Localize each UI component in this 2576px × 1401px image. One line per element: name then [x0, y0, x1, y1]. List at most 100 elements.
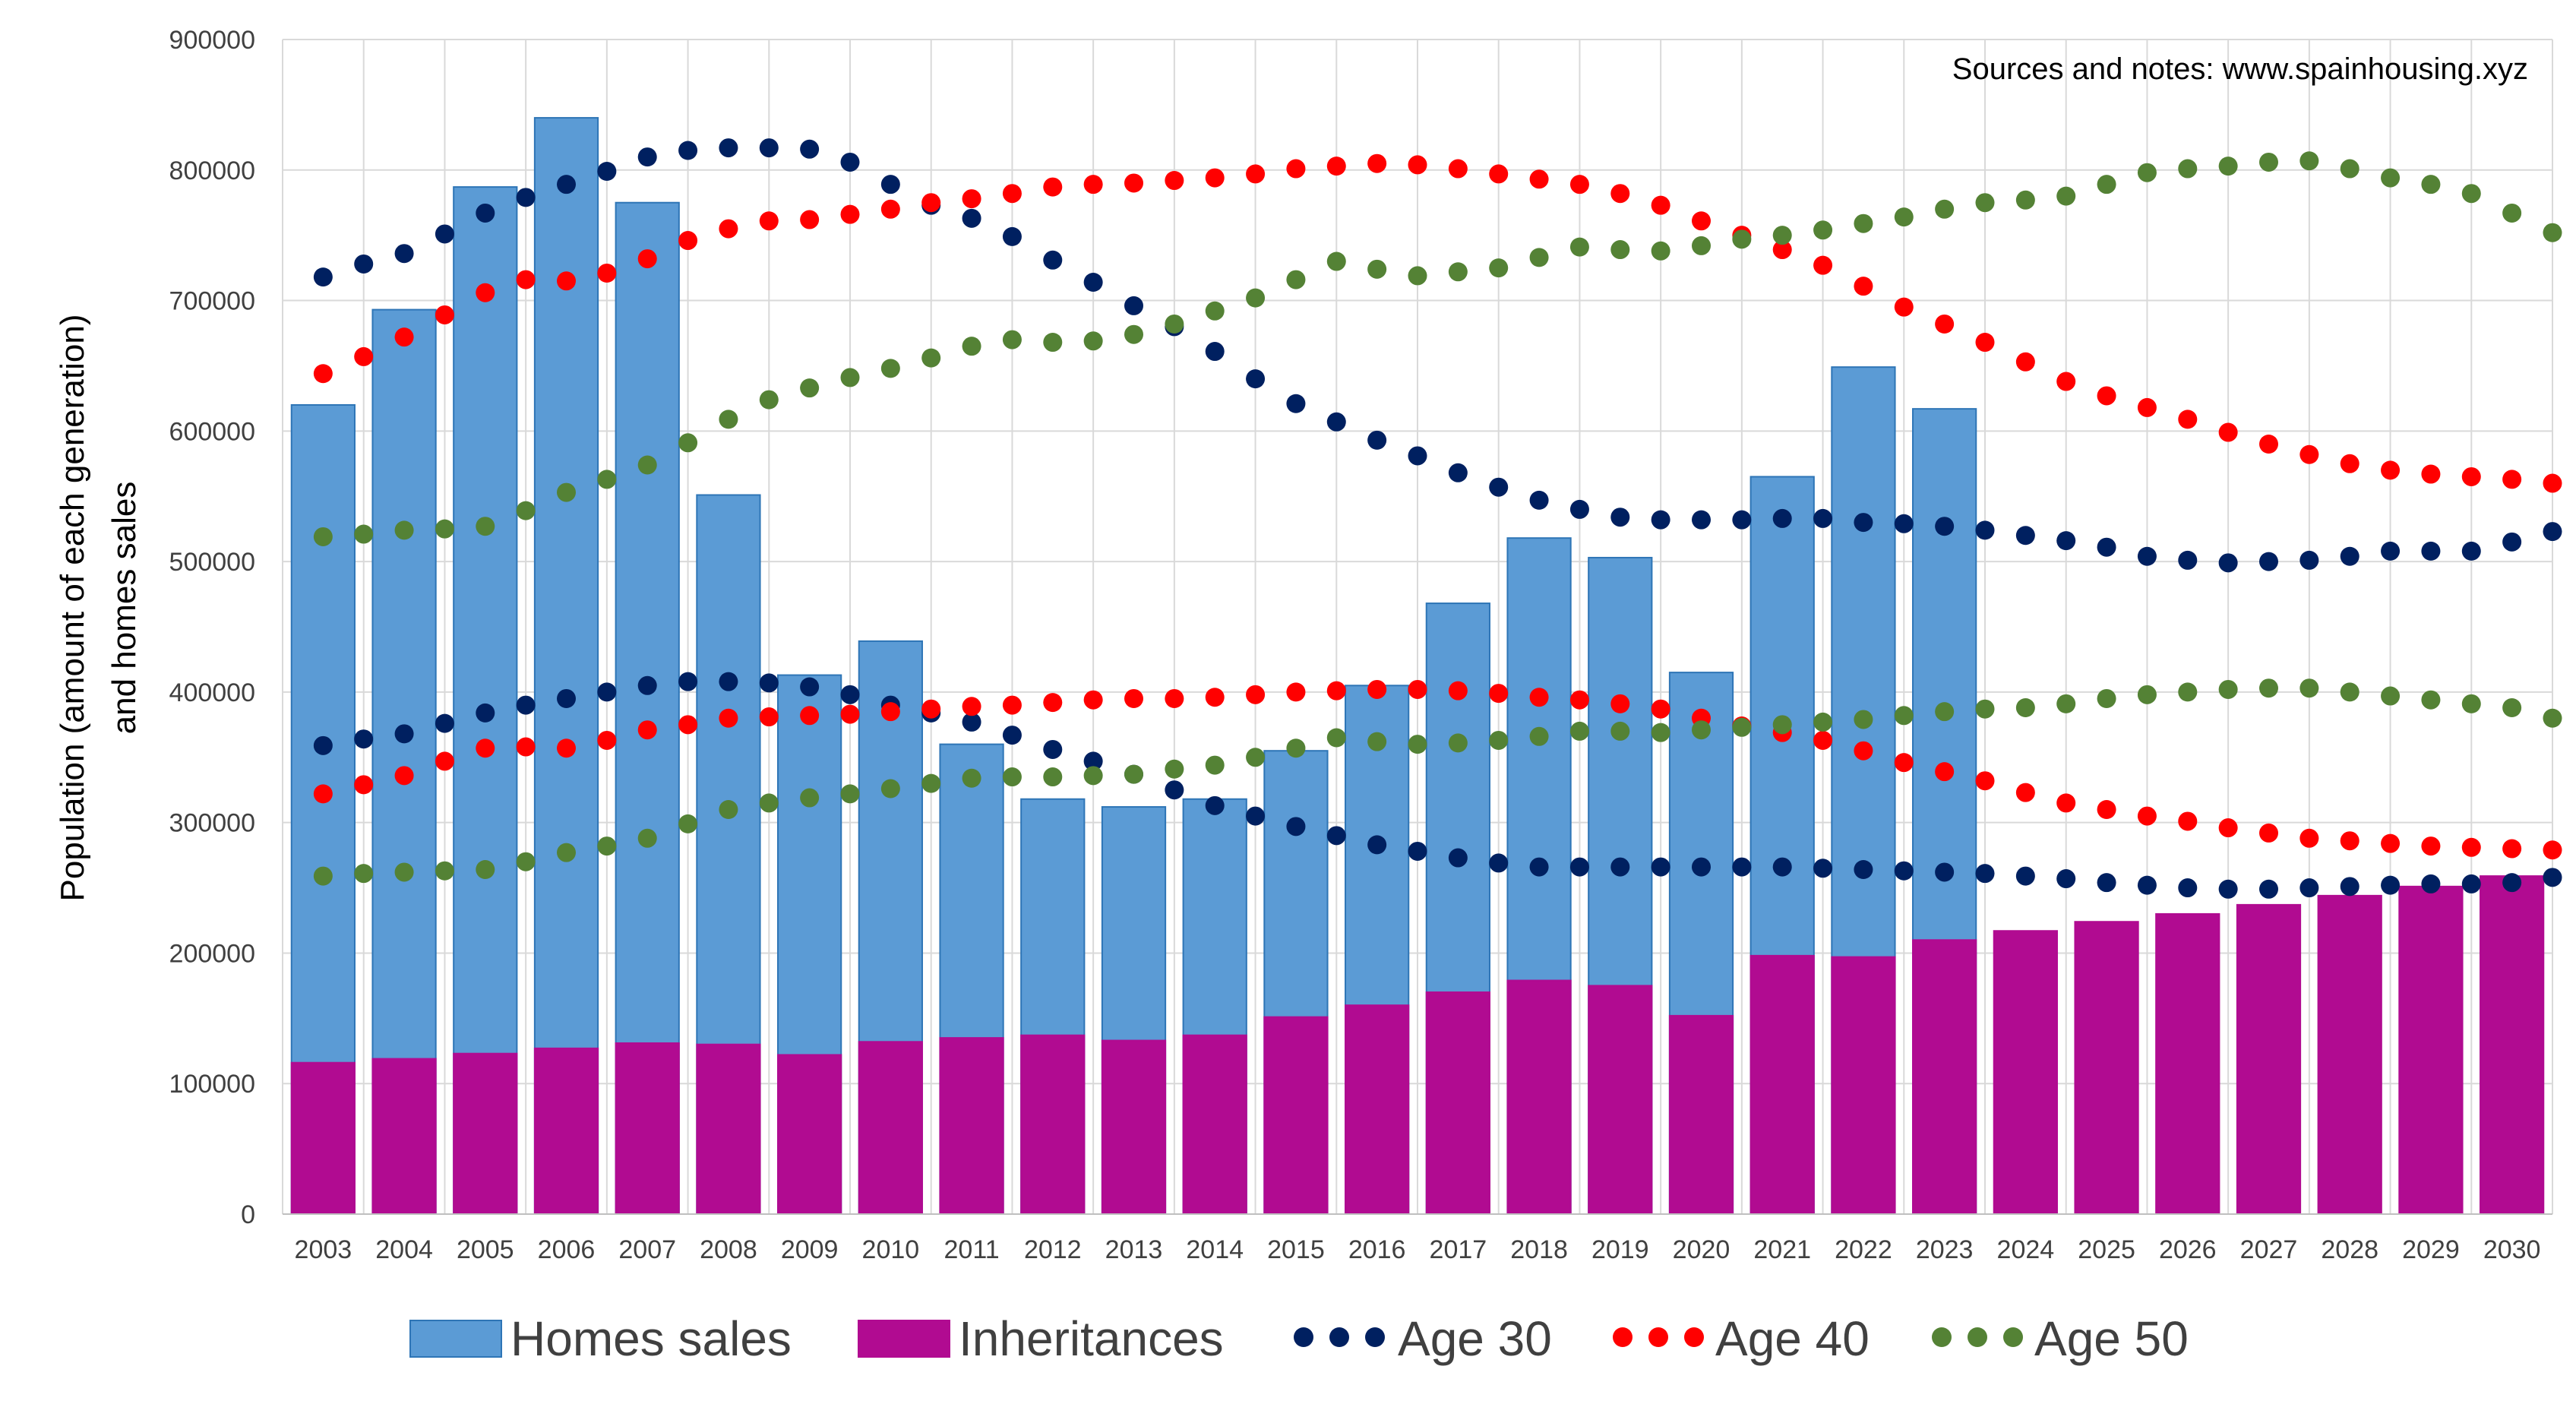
dot-age-50-upper	[1894, 207, 1914, 227]
dot-age-30-lower	[1732, 857, 1752, 877]
dot-age-40-lower	[1246, 685, 1266, 704]
dot-age-50-lower	[1448, 733, 1468, 753]
legend-dot	[1365, 1327, 1385, 1347]
y-tick-label: 600000	[169, 417, 255, 446]
dot-age-40-upper	[880, 199, 900, 219]
bar-inheritances	[1831, 956, 1896, 1215]
dot-age-50-lower	[2218, 679, 2238, 699]
dot-age-30-lower	[719, 672, 738, 691]
axes: 0 100000 200000 300000 400000 500000 600000 700…	[169, 26, 2552, 1264]
bar-inheritances	[2317, 894, 2382, 1215]
x-tick-label: 2007	[618, 1235, 676, 1264]
dot-age-30-lower	[1772, 857, 1792, 877]
dot-age-40-lower	[1326, 681, 1346, 700]
dot-age-50-lower	[2259, 678, 2278, 698]
dot-age-30-upper	[678, 141, 698, 160]
dot-age-50-lower	[1408, 735, 1427, 754]
dot-age-50-lower	[1610, 721, 1630, 741]
dot-age-30-lower	[597, 682, 617, 702]
dot-age-30-upper	[1205, 342, 1225, 362]
legend-item-age-40: Age 40	[1613, 1311, 1870, 1366]
dot-age-40-lower	[1651, 699, 1670, 719]
legend-dot	[2003, 1327, 2023, 1347]
dot-age-30-lower	[354, 729, 374, 749]
dot-age-50-lower	[1529, 726, 1549, 746]
dot-age-50-lower	[1246, 748, 1266, 767]
dot-age-30-upper	[435, 224, 454, 244]
dot-age-30-upper	[1408, 446, 1427, 466]
dot-age-40-lower	[2461, 837, 2481, 857]
dot-age-50-lower	[2421, 690, 2441, 710]
dot-age-40-upper	[1489, 164, 1509, 184]
x-tick-label: 2027	[2240, 1235, 2298, 1264]
y-tick-label: 500000	[169, 548, 255, 577]
dot-age-30-upper	[759, 138, 779, 158]
dot-age-50-lower	[2015, 698, 2035, 718]
legend-swatch	[409, 1320, 502, 1358]
dot-age-50-lower	[719, 799, 738, 819]
dot-age-40-upper	[1326, 157, 1346, 176]
dot-age-50-lower	[678, 814, 698, 833]
dot-age-30-upper	[2137, 546, 2157, 566]
dot-age-30-upper	[1692, 510, 1711, 530]
dot-age-40-upper	[557, 271, 576, 291]
dot-age-40-lower	[1408, 679, 1427, 699]
legend-label: Age 50	[2034, 1311, 2189, 1366]
dot-age-50-upper	[962, 337, 981, 356]
dot-age-40-lower	[2015, 783, 2035, 802]
dot-age-30-upper	[1813, 508, 1833, 528]
dot-age-30-lower	[2056, 869, 2076, 889]
dot-age-40-lower	[2097, 799, 2116, 819]
dot-age-50-lower	[2178, 682, 2198, 702]
dot-age-30-lower	[1165, 780, 1184, 800]
dot-age-50-upper	[1651, 241, 1670, 261]
dot-age-40-upper	[800, 210, 820, 229]
dot-age-50-upper	[1448, 262, 1468, 282]
legend-label: Age 30	[1398, 1311, 1552, 1366]
dot-age-50-upper	[2502, 203, 2522, 223]
dot-age-40-lower	[880, 702, 900, 722]
bar-inheritances	[1912, 939, 1977, 1216]
dot-age-50-lower	[354, 864, 374, 884]
dot-age-30-lower	[2421, 874, 2441, 893]
dot-age-30-lower	[1935, 862, 1955, 882]
dot-age-50-upper	[2218, 157, 2238, 176]
dot-age-30-upper	[2502, 532, 2522, 552]
bar-inheritances	[1263, 1016, 1329, 1216]
dot-age-50-upper	[476, 517, 495, 536]
dot-age-50-lower	[1651, 723, 1670, 742]
dot-age-50-upper	[759, 390, 779, 410]
dot-age-30-upper	[1610, 508, 1630, 527]
bar-inheritances	[1993, 930, 2058, 1215]
dot-age-40-upper	[2381, 460, 2401, 480]
dot-age-40-upper	[2340, 454, 2359, 473]
dot-age-40-upper	[2502, 470, 2522, 489]
dot-age-30-upper	[557, 175, 576, 194]
dot-age-30-upper	[2461, 541, 2481, 561]
y-tick-label: 700000	[169, 287, 255, 316]
dot-age-50-upper	[2178, 159, 2198, 179]
dot-age-30-upper	[2543, 522, 2562, 542]
dot-age-30-lower	[2015, 866, 2035, 886]
dot-age-50-lower	[1205, 755, 1225, 775]
dot-age-50-lower	[2097, 688, 2116, 708]
dot-age-50-upper	[2543, 223, 2562, 242]
dot-age-40-lower	[394, 766, 414, 786]
dot-age-50-lower	[2502, 698, 2522, 718]
dot-age-50-upper	[1935, 199, 1955, 219]
dot-age-50-upper	[1569, 237, 1589, 257]
dot-age-30-lower	[1043, 739, 1063, 759]
dot-age-30-upper	[2178, 550, 2198, 570]
dot-age-30-upper	[2421, 541, 2441, 561]
dot-age-40-upper	[1772, 240, 1792, 260]
dot-age-40-lower	[1610, 694, 1630, 713]
dot-age-40-lower	[557, 738, 576, 758]
legend-item-age-30: Age 30	[1294, 1311, 1552, 1366]
dot-age-40-lower	[597, 730, 617, 750]
bar-homes-sales	[453, 186, 518, 1215]
dot-age-30-lower	[2543, 868, 2562, 887]
dot-age-50-upper	[2340, 159, 2359, 179]
dot-age-50-upper	[719, 410, 738, 429]
dot-age-30-lower	[435, 713, 454, 733]
